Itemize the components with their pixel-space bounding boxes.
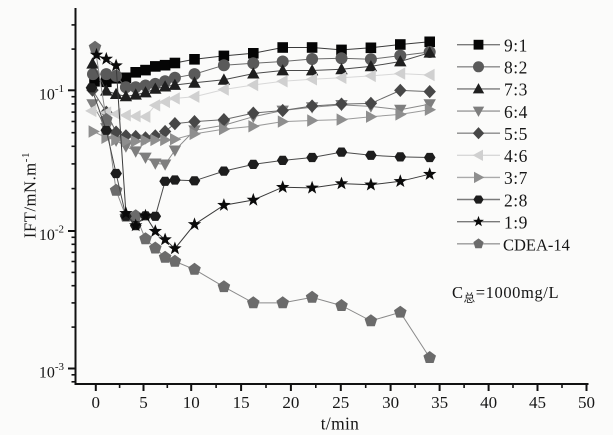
svg-text:15: 15 <box>233 393 250 412</box>
svg-text:30: 30 <box>382 393 399 412</box>
svg-text:CDEA-14: CDEA-14 <box>503 236 570 255</box>
svg-text:t/min: t/min <box>321 414 359 434</box>
svg-text:20: 20 <box>282 393 299 412</box>
svg-text:0: 0 <box>92 393 101 412</box>
svg-text:25: 25 <box>332 393 349 412</box>
svg-text:10: 10 <box>183 393 200 412</box>
svg-text:5:5: 5:5 <box>504 124 528 144</box>
svg-text:45: 45 <box>529 393 546 412</box>
svg-text:1:9: 1:9 <box>504 213 528 233</box>
svg-text:5: 5 <box>139 393 148 412</box>
svg-text:3:7: 3:7 <box>504 168 528 188</box>
svg-text:IFT/mN.m-1: IFT/mN.m-1 <box>20 152 40 238</box>
svg-text:7:3: 7:3 <box>504 80 528 100</box>
svg-text:50: 50 <box>578 393 595 412</box>
svg-text:8:2: 8:2 <box>504 58 528 78</box>
svg-text:35: 35 <box>431 393 448 412</box>
svg-text:9:1: 9:1 <box>504 36 528 56</box>
svg-text:40: 40 <box>480 393 497 412</box>
svg-text:C总=1000mg/L: C总=1000mg/L <box>452 283 559 305</box>
svg-text:6:4: 6:4 <box>504 102 528 122</box>
svg-text:2:8: 2:8 <box>504 190 528 210</box>
svg-text:4:6: 4:6 <box>504 146 528 166</box>
